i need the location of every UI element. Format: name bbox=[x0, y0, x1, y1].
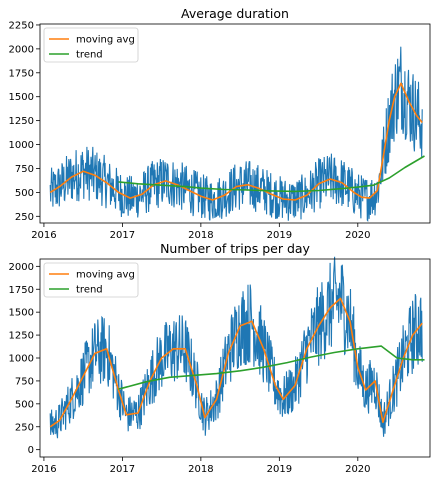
y-tick-label: 1750 bbox=[9, 285, 34, 296]
x-tick-label: 2016 bbox=[31, 464, 56, 475]
legend: moving avg trend bbox=[43, 262, 139, 298]
x-tick-label: 2017 bbox=[110, 464, 135, 475]
y-tick-label: 1750 bbox=[9, 68, 34, 79]
y-tick-label: 250 bbox=[15, 212, 34, 223]
legend-label: trend bbox=[76, 285, 103, 296]
y-tick-label: 0 bbox=[28, 445, 34, 456]
y-tick-label: 1250 bbox=[9, 331, 34, 342]
x-tick-label: 2016 bbox=[31, 230, 56, 241]
y-tick-label: 750 bbox=[15, 376, 34, 387]
legend-label: moving avg bbox=[76, 35, 135, 46]
y-tick-label: 750 bbox=[15, 164, 34, 175]
y-tick-label: 500 bbox=[15, 188, 34, 199]
chart-title: Average duration bbox=[181, 6, 289, 21]
series-line-moving-avg bbox=[49, 297, 423, 428]
x-tick-label: 2018 bbox=[188, 464, 213, 475]
y-tick-label: 2250 bbox=[9, 20, 34, 31]
chart-panel-average-duration: Average duration 2016 2017 2018 2019 2020 250 5… bbox=[9, 6, 431, 241]
x-tick-label: 2019 bbox=[267, 464, 292, 475]
x-tick-label: 2019 bbox=[267, 230, 292, 241]
y-tick-label: 1500 bbox=[9, 92, 34, 103]
x-tick-label: 2020 bbox=[345, 464, 370, 475]
y-tick-label: 1000 bbox=[9, 354, 34, 365]
plot-frame bbox=[39, 23, 431, 224]
legend-label: moving avg bbox=[76, 270, 135, 281]
y-tick-label: 2000 bbox=[9, 44, 34, 55]
chart-panel-trips-per-day: Number of trips per day 2016 2017 2018 2019 2… bbox=[9, 241, 431, 475]
raw-series-line bbox=[49, 256, 423, 439]
y-tick-label: 250 bbox=[15, 422, 34, 433]
series-line-trend bbox=[118, 155, 425, 193]
legend-label: trend bbox=[76, 50, 103, 61]
series-line-moving-avg bbox=[49, 82, 423, 201]
raw-series-line bbox=[49, 46, 423, 223]
y-tick-label: 1250 bbox=[9, 116, 34, 127]
y-tick-label: 1000 bbox=[9, 140, 34, 151]
y-tick-label: 2000 bbox=[9, 262, 34, 273]
x-tick-label: 2017 bbox=[110, 230, 135, 241]
series-line-trend bbox=[118, 345, 425, 390]
x-tick-label: 2020 bbox=[345, 230, 370, 241]
x-tick-label: 2018 bbox=[188, 230, 213, 241]
legend: moving avg trend bbox=[43, 27, 139, 63]
chart-title: Number of trips per day bbox=[160, 241, 310, 256]
y-tick-label: 500 bbox=[15, 399, 34, 410]
y-tick-label: 1500 bbox=[9, 308, 34, 319]
